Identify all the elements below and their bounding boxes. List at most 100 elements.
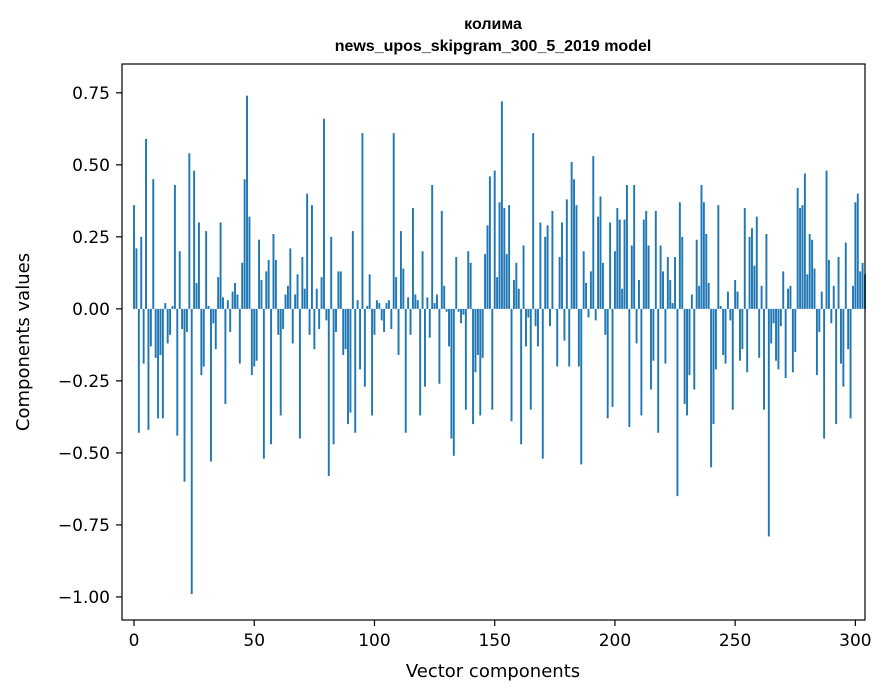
bar [678, 202, 681, 309]
bar [613, 251, 616, 309]
bar [387, 300, 390, 309]
bar [467, 251, 470, 309]
bar [315, 288, 318, 309]
bar [719, 305, 722, 309]
bar [758, 308, 761, 358]
bar [784, 308, 787, 379]
y-tick-label: −1.00 [58, 588, 110, 608]
bar [152, 179, 155, 309]
bar [587, 308, 590, 318]
bar [803, 173, 806, 309]
bar [202, 308, 205, 367]
bar [717, 205, 720, 309]
bar [820, 291, 823, 309]
bar [424, 308, 426, 387]
bar [854, 202, 857, 309]
bar [176, 308, 179, 436]
bar [856, 193, 859, 309]
bar [373, 308, 376, 335]
bar [274, 259, 277, 309]
bar [212, 308, 215, 324]
bar [736, 291, 739, 309]
bar [301, 257, 304, 309]
bar [570, 161, 573, 309]
bar [707, 282, 710, 309]
bar [544, 236, 547, 309]
bar [633, 184, 636, 309]
bar [618, 219, 621, 309]
y-tick-label: 0.50 [72, 156, 110, 176]
bar [755, 216, 758, 309]
bar [359, 308, 362, 370]
bar [496, 277, 499, 309]
bar [479, 308, 482, 416]
bar [789, 285, 792, 309]
bar [438, 308, 441, 384]
y-tick-label: −0.75 [58, 516, 110, 536]
bar [741, 308, 744, 350]
bar [313, 308, 316, 350]
bar [445, 308, 448, 312]
bar [407, 297, 410, 309]
bar [188, 153, 191, 309]
bar [765, 233, 768, 309]
bar [813, 268, 816, 309]
bar [279, 308, 282, 416]
bar [149, 308, 152, 347]
y-tick-label: 0.75 [72, 84, 110, 104]
x-axis-ticks: 0 50 100 150 200 250 300 [129, 620, 872, 651]
bar [688, 308, 691, 376]
bar [493, 170, 496, 309]
bar [344, 308, 347, 350]
bar [753, 265, 756, 309]
bar [135, 248, 138, 309]
bar [397, 308, 400, 355]
bar [827, 259, 830, 309]
bar [585, 282, 588, 309]
bar [164, 303, 167, 309]
bar [842, 308, 845, 387]
bar [669, 280, 672, 309]
bar [347, 308, 349, 425]
bar [460, 308, 462, 324]
bar [832, 285, 835, 309]
bar [582, 251, 585, 309]
y-tick-label: 0.00 [72, 300, 110, 320]
bar [700, 184, 703, 309]
bar [154, 308, 157, 358]
bar [787, 288, 790, 309]
bar [726, 291, 729, 309]
bar [628, 308, 631, 427]
bar [431, 184, 434, 309]
bar [794, 308, 797, 353]
bar [159, 308, 162, 355]
bar [142, 308, 145, 364]
bar [782, 271, 785, 309]
bar [327, 308, 330, 476]
bar [561, 222, 563, 309]
bar [335, 308, 337, 332]
bar [573, 179, 576, 309]
bar [205, 231, 208, 309]
bar [549, 308, 551, 327]
bar [659, 245, 662, 309]
bar [746, 308, 749, 373]
bar [464, 308, 467, 410]
bar [852, 285, 854, 309]
bar [565, 199, 568, 309]
bar [342, 308, 345, 355]
bar [411, 208, 414, 309]
bar [426, 297, 429, 309]
bar [476, 308, 479, 355]
bar [178, 251, 181, 309]
bar [505, 254, 508, 309]
bar [652, 308, 655, 361]
bar [296, 274, 299, 309]
bar [395, 277, 398, 309]
bar [286, 285, 289, 309]
bar [443, 285, 446, 309]
bar [452, 308, 455, 456]
bar [808, 233, 811, 309]
bar [657, 308, 660, 433]
bar [580, 308, 583, 465]
